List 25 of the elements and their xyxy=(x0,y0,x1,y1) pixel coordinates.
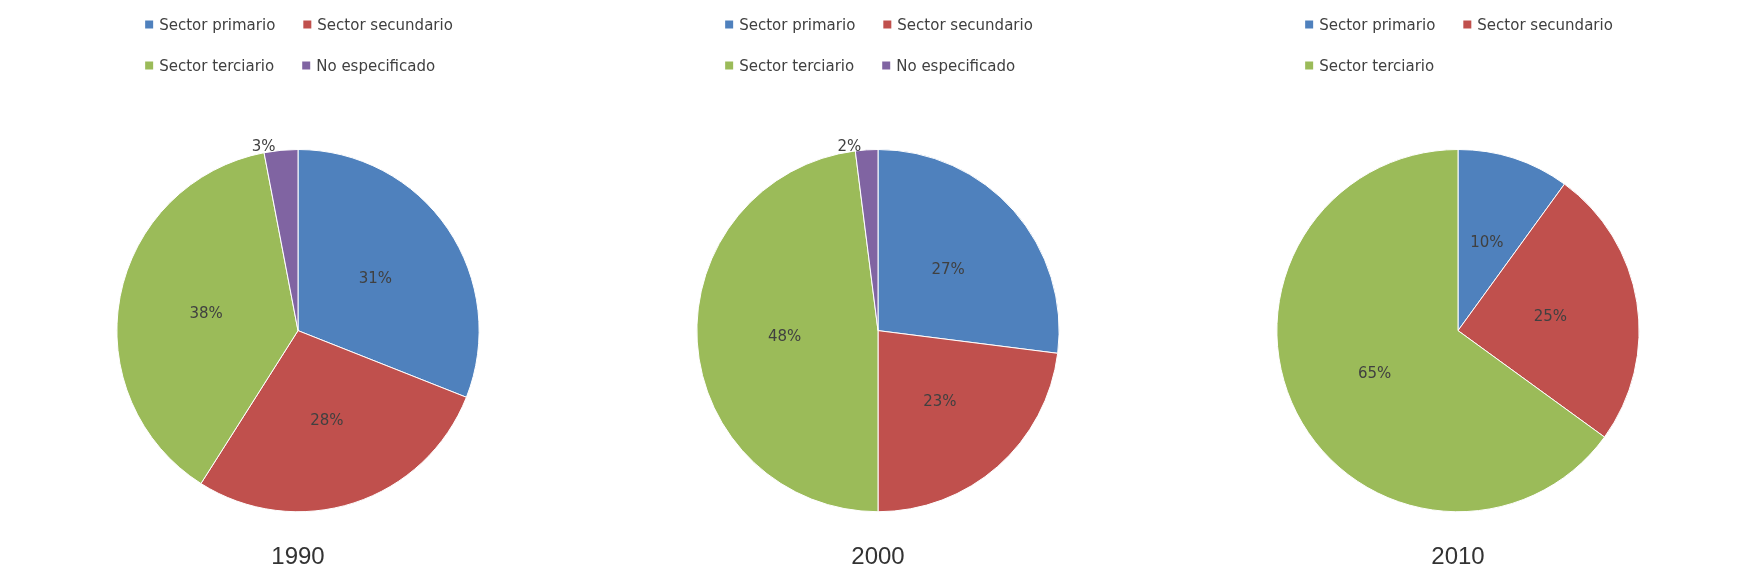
data-label: 65% xyxy=(1357,364,1392,383)
legend-label: Sector terciario xyxy=(1319,56,1435,75)
data-label: 27% xyxy=(931,259,965,278)
text: 1990 xyxy=(271,541,325,569)
legend-label: No especificado xyxy=(896,56,1016,75)
legend-label: Sector secundario xyxy=(317,15,453,34)
data-label: 48% xyxy=(767,327,802,346)
data-label: 2% xyxy=(837,136,862,155)
legend-label: Sector terciario xyxy=(739,56,855,75)
data-label: 38% xyxy=(189,304,223,323)
data-label: 28% xyxy=(310,410,344,429)
data-label: 10% xyxy=(1470,232,1504,251)
legend-label: Sector secundario xyxy=(1477,15,1613,34)
legend-label: Sector terciario xyxy=(159,56,275,75)
data-label: 31% xyxy=(358,269,393,288)
data-label: 25% xyxy=(1533,306,1568,325)
legend-label: No especificado xyxy=(316,56,436,75)
legend-label: Sector primario xyxy=(159,15,276,34)
legend-label: Sector primario xyxy=(739,15,856,34)
data-label: 3% xyxy=(251,137,276,156)
text: 2000 xyxy=(851,541,905,569)
data-label: 23% xyxy=(923,391,957,410)
legend-label: Sector secundario xyxy=(897,15,1033,34)
legend-label: Sector primario xyxy=(1319,15,1436,34)
text: 2010 xyxy=(1431,541,1485,569)
